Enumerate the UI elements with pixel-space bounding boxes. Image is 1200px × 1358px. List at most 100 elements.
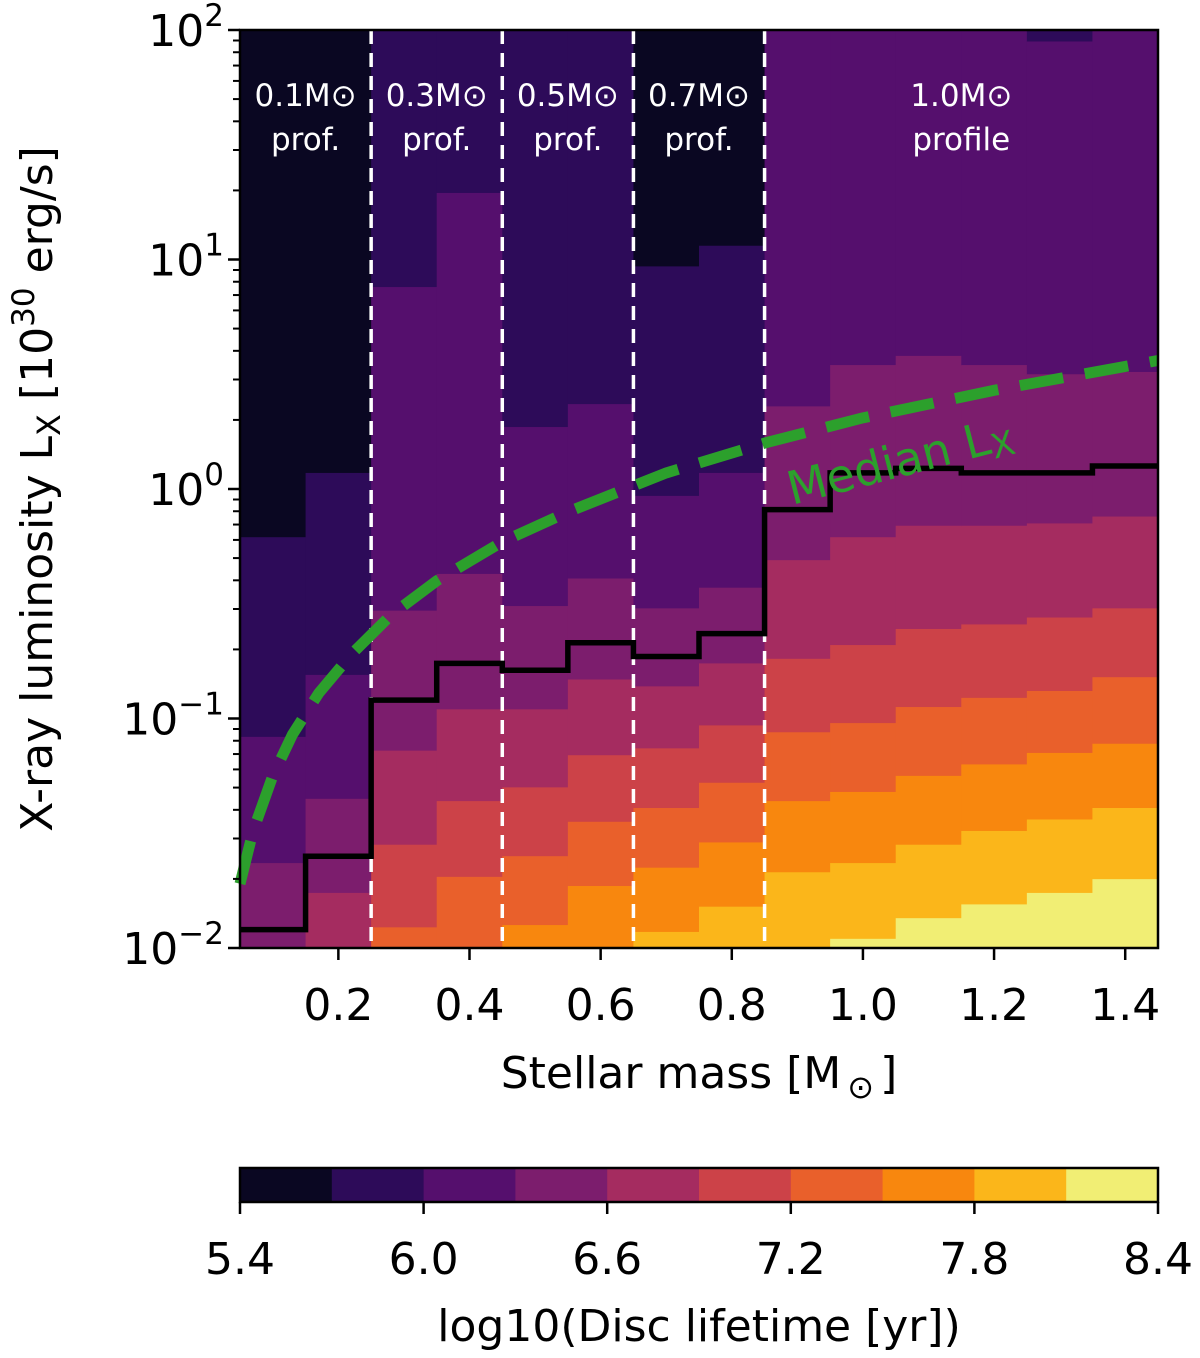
colorbar-segment xyxy=(1066,1168,1159,1202)
contour-band xyxy=(633,748,700,809)
colorbar-frame xyxy=(238,1166,1160,1204)
x-tick-label: 0.2 xyxy=(303,980,373,1031)
contour-band xyxy=(764,30,831,407)
contour-band xyxy=(1026,690,1094,754)
colorbar-segment xyxy=(607,1168,700,1202)
contour-band xyxy=(895,918,962,949)
contour-band xyxy=(1092,743,1159,809)
colorbar-segment xyxy=(423,1168,516,1202)
contour-band xyxy=(961,697,1028,765)
contour-band xyxy=(1026,617,1094,692)
contour-band xyxy=(1092,677,1159,745)
contour-band xyxy=(830,365,897,538)
contour-band xyxy=(830,723,897,793)
contour-band xyxy=(567,404,635,580)
contour-band xyxy=(502,787,569,857)
contour-band xyxy=(961,624,1028,699)
colorbar-label: log10(Disc lifetime [yr]) xyxy=(437,1301,960,1352)
colorbar-tick-label: 8.4 xyxy=(1123,1234,1193,1285)
x-axis-label-close: ] xyxy=(880,1048,897,1099)
contour-band xyxy=(436,709,503,802)
contour-band xyxy=(633,808,700,869)
contour-band xyxy=(830,938,897,949)
profile-label-text: prof. xyxy=(664,122,733,158)
y-axis-label-mid: [10 xyxy=(12,327,63,414)
contour-band xyxy=(830,537,897,646)
contour-band xyxy=(764,732,831,802)
contour-band xyxy=(699,245,766,474)
axes: 0.2 0.4 0.6 0.8 1.0 1.2 1.410210110010−110−2St… xyxy=(6,0,1160,1106)
contour-band xyxy=(305,30,372,474)
contour-band xyxy=(1026,892,1094,949)
contour-band xyxy=(895,525,962,630)
contour-band xyxy=(830,791,897,864)
y-tick-exponent: −2 xyxy=(178,916,224,952)
contour-band xyxy=(305,892,372,949)
contour-band xyxy=(502,925,569,949)
y-tick-exponent: 2 xyxy=(204,0,224,34)
contour-band xyxy=(895,707,962,777)
contour-band xyxy=(633,30,700,267)
y-axis-label-sup: 30 xyxy=(6,287,42,326)
contour-band xyxy=(961,525,1028,626)
solar-symbol: ⊙ xyxy=(847,1068,874,1106)
contour-band xyxy=(567,578,635,681)
colorbar: 5.4 6.0 6.6 7.2 7.8 8.4 xyxy=(205,1166,1193,1285)
contour-band xyxy=(502,856,569,926)
contour-band xyxy=(567,755,635,823)
y-tick-exponent: −1 xyxy=(178,687,224,723)
colorbar-segment xyxy=(882,1168,975,1202)
y-axis-label-sub: X xyxy=(30,414,68,436)
contour-band xyxy=(371,750,438,846)
contour-band xyxy=(371,30,438,288)
colorbar-tick-label: 7.8 xyxy=(939,1234,1009,1285)
black-step-line xyxy=(240,463,1158,933)
contour-band xyxy=(633,608,700,687)
x-tick-label: 1.0 xyxy=(828,980,898,1031)
contour-band xyxy=(240,863,307,949)
contour-band xyxy=(764,658,831,733)
contour-band xyxy=(764,801,831,873)
contour-band xyxy=(961,904,1028,949)
colorbar-segment xyxy=(515,1168,608,1202)
contour-band xyxy=(1026,819,1094,894)
contour-band xyxy=(1026,523,1094,619)
contour-band xyxy=(895,628,962,708)
profile-label-mass: 1.0M⊙ xyxy=(910,78,1012,114)
contour-band xyxy=(240,537,307,738)
median-lx-line xyxy=(234,355,1159,886)
contour-band xyxy=(830,30,897,366)
x-tick-label: 0.4 xyxy=(435,980,505,1031)
x-tick-label: 0.8 xyxy=(697,980,767,1031)
contour-band xyxy=(1092,608,1159,678)
profile-label-mass: 0.7M⊙ xyxy=(648,78,750,114)
contour-band xyxy=(764,560,831,660)
contour-band xyxy=(633,931,700,949)
contour-band xyxy=(830,863,897,940)
contour-band xyxy=(567,679,635,756)
contour-band xyxy=(699,782,766,844)
contour-band xyxy=(1026,374,1094,525)
colorbar-segment xyxy=(974,1168,1067,1202)
colorbar-tick-label: 7.2 xyxy=(756,1234,826,1285)
y-tick-label: 10−2 xyxy=(122,916,224,975)
y-tick-exponent: 1 xyxy=(204,228,224,264)
contour-band xyxy=(699,472,766,589)
y-tick-label: 10−1 xyxy=(122,687,224,746)
contour-band xyxy=(305,798,372,894)
contour-band xyxy=(436,30,503,194)
colorbar-tick-label: 6.6 xyxy=(572,1234,642,1285)
contour-band xyxy=(371,844,438,928)
contour-band xyxy=(1092,808,1159,880)
y-tick-exponent: 0 xyxy=(204,457,224,493)
contour-band xyxy=(436,573,503,710)
y-tick-label: 102 xyxy=(148,0,224,57)
colorbar-segment xyxy=(240,1168,333,1202)
contour-band xyxy=(1092,516,1159,609)
contour-band xyxy=(699,30,766,247)
contour-band xyxy=(1092,30,1159,373)
contour-band xyxy=(895,775,962,846)
contour-band xyxy=(633,867,700,933)
contour-band xyxy=(371,610,438,752)
contour-band xyxy=(961,764,1028,832)
